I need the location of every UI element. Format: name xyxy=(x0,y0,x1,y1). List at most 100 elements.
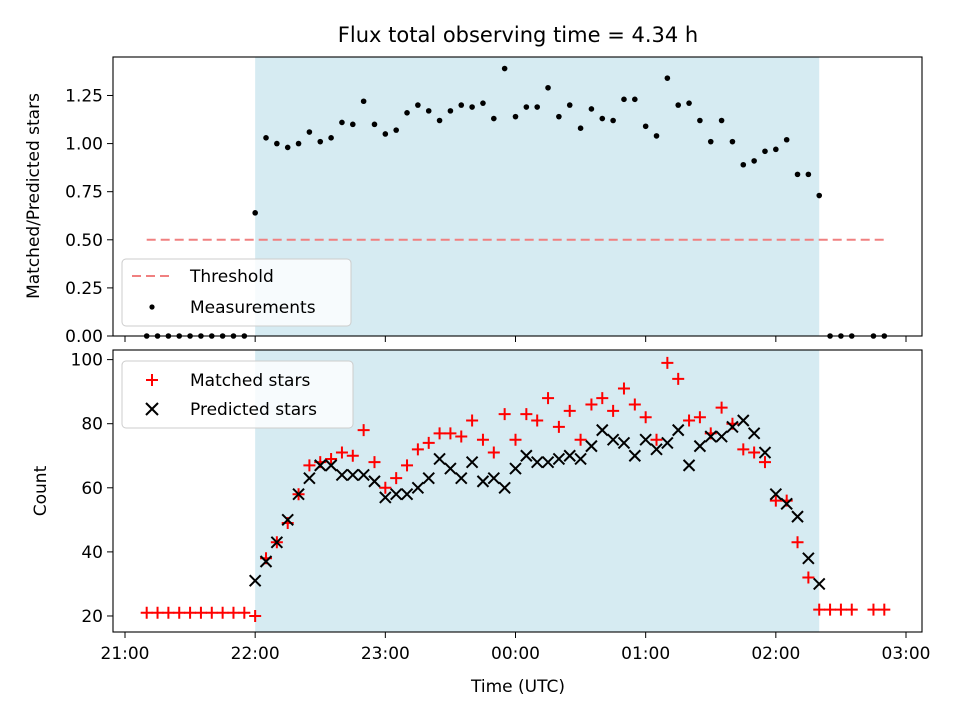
matched-star-point xyxy=(379,481,392,494)
measurement-point xyxy=(783,136,790,143)
matched-star-point xyxy=(444,427,457,440)
measurement-point xyxy=(263,135,269,141)
matched-star-point xyxy=(476,433,489,446)
matched-star-point xyxy=(542,392,555,405)
ratio-y-tick-label: 0.25 xyxy=(65,279,103,299)
matched-star-point xyxy=(672,372,685,385)
matched-star-point xyxy=(867,603,880,616)
ratio-y-tick-label: 0.50 xyxy=(65,231,103,251)
count-x-tick-label: 01:00 xyxy=(621,644,670,664)
predicted-star-point xyxy=(650,443,663,456)
measurement-point xyxy=(512,113,519,120)
matched-star-point xyxy=(878,603,891,616)
predicted-star-point xyxy=(617,436,631,450)
measurement-point xyxy=(805,171,812,178)
predicted-star-point xyxy=(769,487,783,501)
measurement-point xyxy=(794,171,801,178)
chart-title: Flux total observing time = 4.34 h xyxy=(338,23,698,47)
legend-matched-label: Matched stars xyxy=(190,371,310,391)
predicted-star-point xyxy=(726,420,739,434)
measurement-point xyxy=(664,75,671,81)
measurement-point xyxy=(697,117,703,124)
matched-star-point xyxy=(596,392,609,405)
measurement-point xyxy=(653,133,660,139)
predicted-star-point xyxy=(682,459,696,472)
measurement-point xyxy=(339,119,345,126)
matched-star-point xyxy=(650,433,663,446)
predicted-star-point xyxy=(520,449,533,462)
predicted-star-point xyxy=(596,423,609,437)
ratio-y-tick-label: 1.00 xyxy=(65,135,103,155)
measurement-point xyxy=(556,113,562,120)
predicted-star-point xyxy=(791,510,804,523)
measurement-point xyxy=(306,129,313,135)
measurement-point xyxy=(610,117,616,124)
measurement-point xyxy=(404,110,410,116)
predicted-star-point xyxy=(248,574,262,587)
count-y-axis: 20 40 60 80 100 xyxy=(71,351,113,627)
predicted-star-point xyxy=(411,481,425,495)
matched-star-point xyxy=(509,433,522,446)
matched-star-point xyxy=(639,411,652,424)
count-x-axis-label: Time (UTC) xyxy=(470,677,565,697)
predicted-star-point xyxy=(563,449,576,462)
predicted-star-point xyxy=(704,430,717,443)
predicted-star-point xyxy=(628,449,642,462)
measurement-point xyxy=(436,117,443,124)
predicted-star-point xyxy=(281,513,294,527)
measurement-point xyxy=(371,121,378,128)
matched-star-point xyxy=(563,404,576,417)
predicted-star-point xyxy=(813,577,826,591)
matched-star-point xyxy=(715,401,728,414)
matched-star-point xyxy=(401,459,414,472)
matched-star-point xyxy=(574,433,587,446)
count-legend-box xyxy=(121,360,354,429)
predicted-star-point xyxy=(574,452,587,466)
matched-star-point xyxy=(335,446,348,459)
predicted-star-point xyxy=(400,487,414,501)
matched-star-point xyxy=(390,472,403,485)
predicted-star-point xyxy=(585,439,598,453)
measurement-point xyxy=(252,210,258,216)
predicted-star-point xyxy=(476,475,490,488)
measurement-point xyxy=(523,104,530,110)
measurement-point xyxy=(447,108,454,114)
measurement-point xyxy=(718,117,725,124)
matched-star-point xyxy=(303,459,316,472)
ratio-x-ticks xyxy=(124,336,907,342)
measurement-point xyxy=(566,102,573,108)
predicted-star-point xyxy=(747,427,761,440)
predicted-star-point xyxy=(368,475,381,488)
matched-star-point xyxy=(173,606,186,619)
measurement-point xyxy=(621,96,627,103)
measurement-point xyxy=(762,148,768,155)
legend-measurement-swatch xyxy=(149,304,155,310)
matched-star-point xyxy=(205,606,218,619)
measurement-point xyxy=(740,161,747,168)
predicted-star-point xyxy=(259,555,273,568)
predicted-star-point xyxy=(357,468,370,482)
measurement-point xyxy=(415,102,421,108)
ratio-y-tick-label: 0.75 xyxy=(65,183,103,203)
predicted-star-point xyxy=(422,471,435,485)
ratio-y-axis: 0.00 0.25 0.50 0.75 1.00 1.25 xyxy=(65,86,113,347)
ratio-y-tick-label: 1.25 xyxy=(65,86,103,106)
matched-star-point xyxy=(184,606,197,619)
measurement-point xyxy=(360,98,367,105)
measurement-point xyxy=(274,140,280,147)
measurement-point xyxy=(469,104,475,110)
measurement-point xyxy=(349,121,356,128)
matched-star-point xyxy=(487,446,500,459)
matched-star-point xyxy=(216,606,229,619)
count-x-tick-label: 22:00 xyxy=(231,644,280,664)
matched-star-point xyxy=(661,356,674,369)
count-legend: Matched stars Predicted stars xyxy=(121,360,354,429)
measurement-point xyxy=(491,115,497,122)
count-plot-frame xyxy=(112,349,923,633)
predicted-star-point xyxy=(552,452,566,466)
legend-measurement-label: Measurements xyxy=(190,298,316,318)
predicted-star-point xyxy=(758,446,772,459)
measurement-point xyxy=(328,135,334,141)
matched-star-point xyxy=(769,494,782,507)
measurement-point xyxy=(686,100,692,106)
